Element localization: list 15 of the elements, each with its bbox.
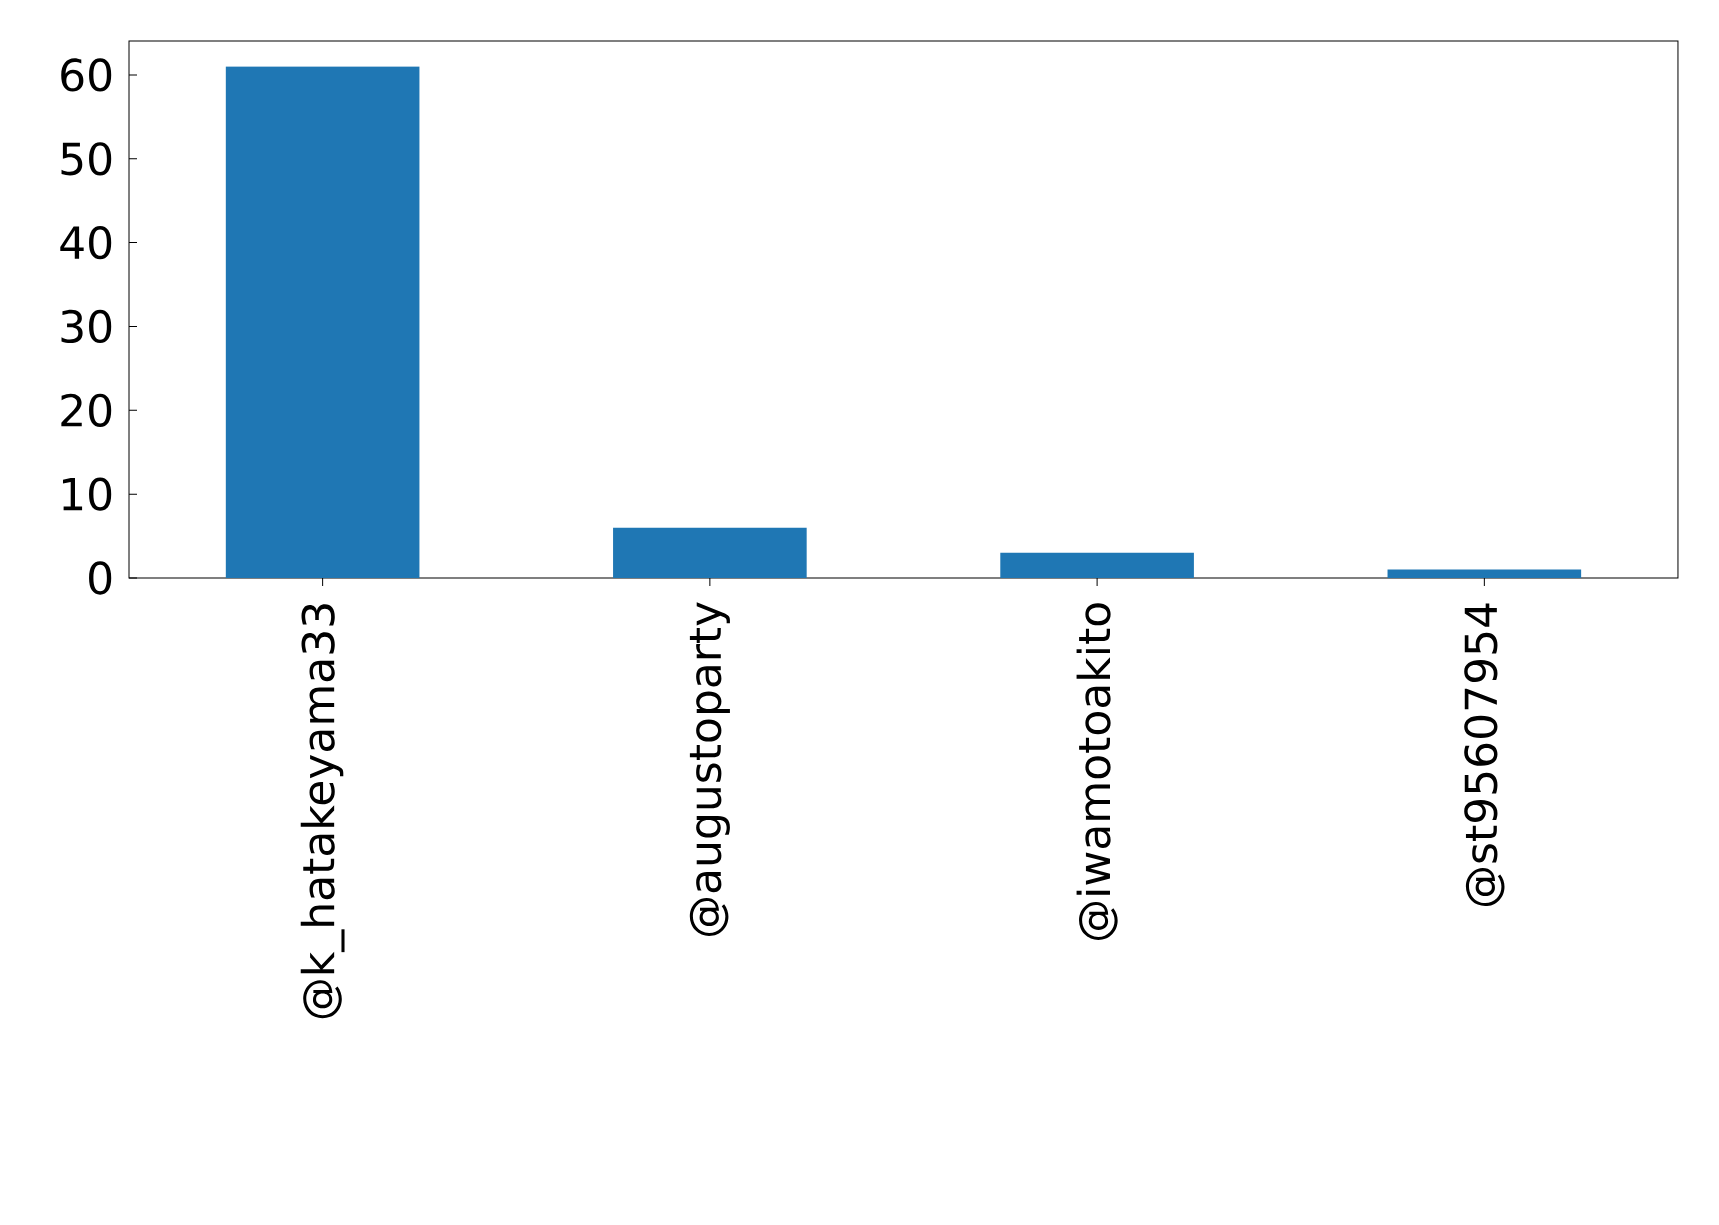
y-tick-label: 20 bbox=[61, 393, 112, 427]
x-tick-label: @iwamotoakito bbox=[1076, 603, 1118, 940]
y-tick-label: 30 bbox=[61, 309, 112, 344]
y-tick-label: 60 bbox=[61, 58, 112, 92]
bar bbox=[1000, 552, 1194, 578]
x-tick-label: @augustoparty bbox=[689, 602, 730, 936]
y-tick-label: 0 bbox=[89, 561, 112, 595]
x-tick-label: @st95607954 bbox=[1464, 603, 1505, 907]
bar bbox=[225, 66, 420, 578]
x-tick-label: @k_hatakeyama33 bbox=[300, 604, 345, 1019]
y-tick-label: 50 bbox=[61, 142, 112, 176]
bar bbox=[1387, 569, 1582, 578]
bar bbox=[613, 527, 807, 578]
y-tick-label: 40 bbox=[60, 225, 112, 260]
y-tick-label: 10 bbox=[62, 477, 112, 511]
